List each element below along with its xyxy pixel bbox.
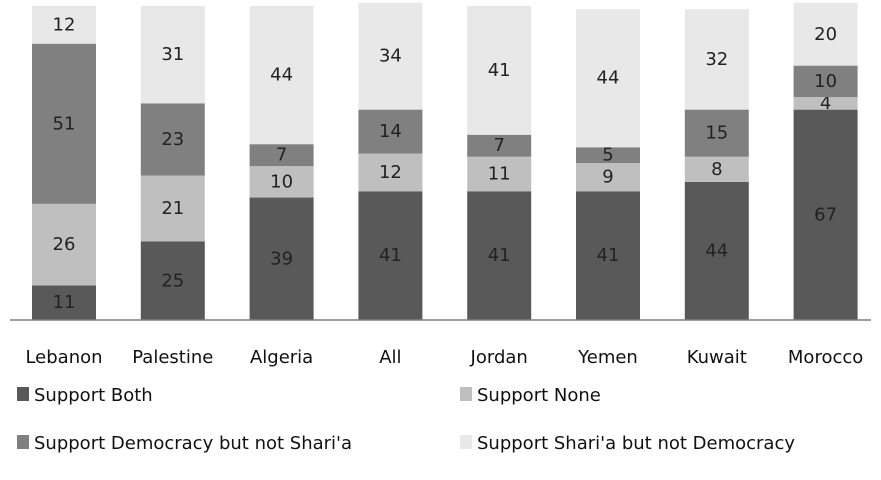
data-label-yemen-support-none: 9 xyxy=(602,167,613,188)
data-label-palestine-support-democracy-but-not-shari-a: 23 xyxy=(161,129,184,150)
data-label-algeria-support-none: 10 xyxy=(270,171,293,192)
bar-segment-jordan-support-both xyxy=(467,191,532,320)
data-label-jordan-support-shari-a-but-not-democracy: 41 xyxy=(488,60,511,81)
data-label-all-support-democracy-but-not-shari-a: 14 xyxy=(379,121,402,142)
category-label-kuwait: Kuwait xyxy=(687,347,747,368)
bar-segment-all-support-democracy-but-not-shari-a xyxy=(358,109,423,154)
data-label-all-support-both: 41 xyxy=(379,245,402,266)
bar-segment-all-support-shari-a-but-not-democracy xyxy=(358,2,423,110)
bar-segment-algeria-support-democracy-but-not-shari-a xyxy=(249,144,314,167)
category-labels: Lebanon Palestine Algeria All Jordan Yemen Kuw… xyxy=(25,347,863,368)
data-label-kuwait-support-shari-a-but-not-democracy: 32 xyxy=(705,49,728,70)
legend-swatch-support-shari-a-but-not-democracy xyxy=(460,435,472,449)
bar-segment-morocco-support-democracy-but-not-shari-a xyxy=(793,65,858,98)
legend-label-support-shari-a-but-not-democracy: Support Shari'a but not Democracy xyxy=(477,433,795,454)
data-label-algeria-support-both: 39 xyxy=(270,248,293,269)
data-label-palestine-support-none: 21 xyxy=(161,198,184,219)
bar-segment-algeria-support-shari-a-but-not-democracy xyxy=(249,6,314,145)
category-label-all: All xyxy=(379,347,401,368)
bar-segment-algeria-support-both xyxy=(249,197,314,320)
legend-swatch-support-none xyxy=(460,387,472,401)
category-label-yemen: Yemen xyxy=(577,347,638,368)
data-label-yemen-support-both: 41 xyxy=(597,245,620,266)
data-label-morocco-support-democracy-but-not-shari-a: 10 xyxy=(814,71,837,92)
bar-segment-yemen-support-democracy-but-not-shari-a xyxy=(576,147,640,163)
bar-segment-palestine-support-both xyxy=(140,241,205,320)
data-label-morocco-support-shari-a-but-not-democracy: 20 xyxy=(814,24,837,45)
bar-segment-morocco-support-shari-a-but-not-democracy xyxy=(793,2,858,66)
legend-label-support-democracy-but-not-shari-a: Support Democracy but not Shari'a xyxy=(34,433,352,454)
data-label-lebanon-support-both: 11 xyxy=(53,292,76,313)
bar-segment-morocco-support-both xyxy=(793,109,858,321)
data-label-kuwait-support-democracy-but-not-shari-a: 15 xyxy=(705,123,728,144)
bar-segment-kuwait-support-both xyxy=(684,181,749,320)
data-label-palestine-support-shari-a-but-not-democracy: 31 xyxy=(161,44,184,65)
bar-segment-lebanon-support-none xyxy=(32,203,96,286)
data-label-lebanon-support-none: 26 xyxy=(53,234,76,255)
bar-segment-yemen-support-both xyxy=(576,191,640,320)
category-label-algeria: Algeria xyxy=(250,347,313,368)
data-label-morocco-support-both: 67 xyxy=(814,204,837,225)
bar-segment-yemen-support-none xyxy=(576,163,640,192)
legend: Support Both Support None Support Democrac… xyxy=(17,385,795,454)
category-label-morocco: Morocco xyxy=(788,347,863,368)
bar-segment-palestine-support-shari-a-but-not-democracy xyxy=(140,6,205,104)
data-label-yemen-support-shari-a-but-not-democracy: 44 xyxy=(597,68,620,89)
data-label-all-support-shari-a-but-not-democracy: 34 xyxy=(379,46,402,67)
category-label-palestine: Palestine xyxy=(132,347,213,368)
bar-segment-jordan-support-shari-a-but-not-democracy xyxy=(467,6,532,135)
legend-swatch-support-democracy-but-not-shari-a xyxy=(17,435,29,449)
data-label-kuwait-support-both: 44 xyxy=(705,240,728,261)
category-label-jordan: Jordan xyxy=(470,347,528,368)
bar-segment-palestine-support-none xyxy=(140,175,205,242)
bar-segment-algeria-support-none xyxy=(249,166,314,198)
bar-segment-morocco-support-none xyxy=(793,97,858,110)
plot-area: 1126511225212331391074441121434411174141… xyxy=(32,2,858,321)
category-label-lebanon: Lebanon xyxy=(25,347,102,368)
data-label-all-support-none: 12 xyxy=(379,162,402,183)
legend-swatch-support-both xyxy=(17,387,29,401)
bar-segment-lebanon-support-shari-a-but-not-democracy xyxy=(32,6,96,44)
bar-segment-kuwait-support-shari-a-but-not-democracy xyxy=(684,9,749,110)
data-label-jordan-support-none: 11 xyxy=(488,163,511,184)
data-label-jordan-support-democracy-but-not-shari-a: 7 xyxy=(493,135,504,156)
data-label-algeria-support-shari-a-but-not-democracy: 44 xyxy=(270,65,293,86)
data-label-lebanon-support-shari-a-but-not-democracy: 12 xyxy=(53,14,76,35)
legend-label-support-none: Support None xyxy=(477,385,601,406)
data-label-palestine-support-both: 25 xyxy=(161,270,184,291)
legend-label-support-both: Support Both xyxy=(34,385,153,406)
data-label-lebanon-support-democracy-but-not-shari-a: 51 xyxy=(53,113,76,134)
bar-segment-kuwait-support-democracy-but-not-shari-a xyxy=(684,109,749,157)
bar-segment-jordan-support-democracy-but-not-shari-a xyxy=(467,134,532,157)
bar-segment-all-support-none xyxy=(358,153,423,192)
data-label-kuwait-support-none: 8 xyxy=(711,159,722,180)
bar-segment-palestine-support-democracy-but-not-shari-a xyxy=(140,103,205,176)
bar-segment-yemen-support-shari-a-but-not-democracy xyxy=(576,9,640,148)
bar-segment-all-support-both xyxy=(358,191,423,320)
data-label-algeria-support-democracy-but-not-shari-a: 7 xyxy=(276,145,287,166)
data-label-yemen-support-democracy-but-not-shari-a: 5 xyxy=(602,145,613,166)
data-label-morocco-support-none: 4 xyxy=(820,93,831,114)
bar-segment-lebanon-support-democracy-but-not-shari-a xyxy=(32,43,96,204)
bar-segment-lebanon-support-both xyxy=(32,285,96,320)
data-label-jordan-support-both: 41 xyxy=(488,245,511,266)
bar-segment-jordan-support-none xyxy=(467,156,532,192)
bar-segment-kuwait-support-none xyxy=(684,156,749,182)
